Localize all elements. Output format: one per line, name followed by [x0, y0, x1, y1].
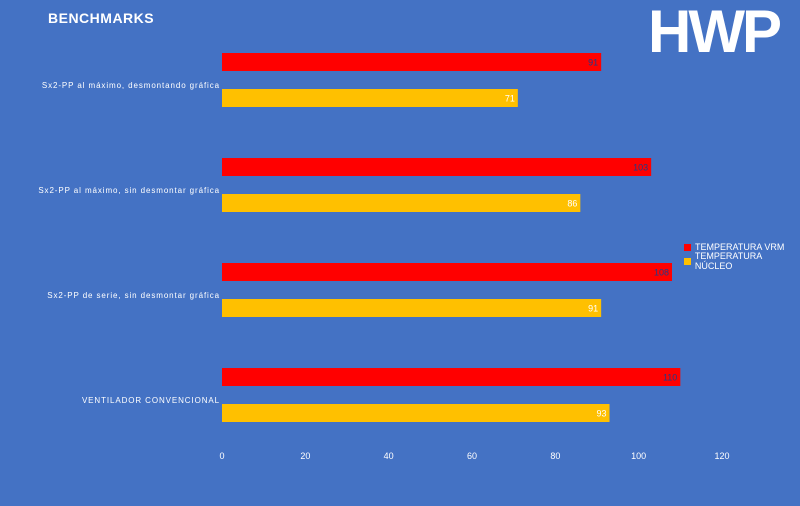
- hwp-logo: HWP: [648, 0, 782, 65]
- x-tick-label: 40: [384, 451, 394, 461]
- bar-temperatura-nucleo-3: [222, 299, 602, 317]
- legend-label-nucleo: TEMPERATURA NÚCLEO: [694, 251, 762, 271]
- legend-item-vrm: TEMPERATURA VRM: [684, 240, 800, 254]
- x-tick-label: 0: [219, 451, 224, 461]
- x-tick-label: 100: [631, 451, 646, 461]
- bar-temperatura-nucleo-2: [222, 194, 581, 212]
- data-label: 91: [588, 304, 598, 314]
- chart-title: BENCHMARKS: [48, 10, 155, 26]
- category-label: Sx2-PP al máximo, sin desmontar gráfica: [38, 186, 220, 195]
- bar-temperatura-vrm-3: [222, 263, 672, 281]
- data-label: 108: [654, 268, 669, 278]
- bar-temperatura-nucleo-4: [222, 404, 610, 422]
- chart-legend: TEMPERATURA VRM TEMPERATURA NÚCLEO: [684, 240, 800, 271]
- data-label: 86: [567, 199, 577, 209]
- category-label: VENTILADOR CONVENCIONAL: [82, 396, 220, 405]
- category-label: Sx2-PP de serie, sin desmontar gráfica: [47, 291, 220, 300]
- x-tick-label: 60: [467, 451, 477, 461]
- legend-swatch-nucleo: [684, 257, 691, 265]
- bar-temperatura-vrm-2: [222, 158, 652, 176]
- x-tick-label: 80: [550, 451, 560, 461]
- data-label: 103: [633, 163, 648, 173]
- bar-temperatura-vrm-1: [222, 53, 602, 71]
- x-tick-label: 120: [714, 451, 729, 461]
- data-label: 91: [588, 58, 598, 68]
- data-label: 93: [596, 409, 606, 419]
- category-label: Sx2-PP al máximo, desmontando gráfica: [42, 81, 220, 90]
- legend-label-vrm: TEMPERATURA VRM: [695, 242, 785, 252]
- legend-swatch-vrm: [684, 243, 691, 251]
- x-tick-label: 20: [300, 451, 310, 461]
- data-label: 71: [505, 94, 515, 104]
- bar-temperatura-vrm-4: [222, 368, 681, 386]
- data-label: 110: [663, 373, 677, 383]
- bar-temperatura-nucleo-1: [222, 89, 518, 107]
- legend-item-nucleo: TEMPERATURA NÚCLEO: [684, 251, 800, 271]
